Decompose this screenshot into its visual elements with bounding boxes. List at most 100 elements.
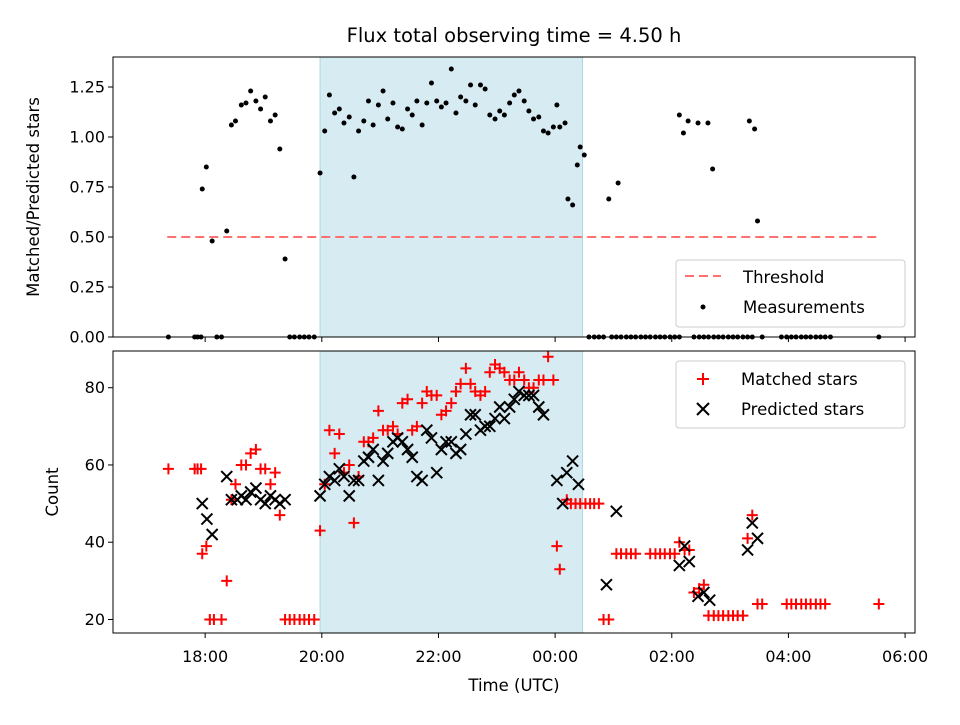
measurement-point xyxy=(332,110,338,116)
matched-star-point xyxy=(416,397,428,409)
predicted-star-point xyxy=(239,493,253,506)
predicted-star-point xyxy=(469,408,482,421)
measurement-point xyxy=(487,112,493,118)
measurement-point xyxy=(458,94,464,100)
x-axis-label: Time (UTC) xyxy=(467,676,559,695)
measurement-point xyxy=(243,100,249,106)
top-axes-frame xyxy=(112,56,916,338)
measurement-point xyxy=(472,102,478,108)
measurement-point xyxy=(746,118,752,124)
predicted-star-point xyxy=(343,489,356,503)
matched-star-point xyxy=(873,598,885,610)
predicted-star-point xyxy=(205,528,219,541)
chart-title: Flux total observing time = 4.50 h xyxy=(347,24,682,47)
predicted-star-point xyxy=(600,578,613,591)
predicted-star-point xyxy=(522,389,536,402)
predicted-star-point xyxy=(406,451,419,464)
measurement-point xyxy=(365,98,371,104)
matched-star-point xyxy=(229,478,241,490)
bottom-axes-frame xyxy=(112,350,916,634)
measurement-point xyxy=(526,108,532,114)
predicted-star-point xyxy=(278,493,292,506)
matched-star-point xyxy=(250,444,262,456)
measurement-point xyxy=(414,98,420,104)
y-tick-label: 0.00 xyxy=(69,328,105,347)
y-tick-label: 60 xyxy=(85,455,105,474)
matched-star-point xyxy=(450,386,462,398)
bottom-y-ticks: 20 40 60 80 xyxy=(85,378,113,629)
matched-star-point xyxy=(195,463,207,475)
matched-star-point xyxy=(746,509,758,521)
matched-star-point xyxy=(819,598,831,610)
predicted-star-point xyxy=(200,512,214,526)
predicted-star-point xyxy=(381,447,394,460)
measurement-point xyxy=(581,152,587,158)
predicted-star-point xyxy=(249,481,263,495)
top-legend-box xyxy=(675,259,906,328)
predicted-star-point xyxy=(313,489,327,503)
matched-star-point xyxy=(479,386,491,398)
measurement-point xyxy=(322,128,328,134)
measurement-point xyxy=(405,106,411,112)
measurement-point xyxy=(536,114,542,120)
predicted-star-point xyxy=(537,408,550,421)
predicted-star-point xyxy=(493,400,506,414)
top-y-axis-label: Matched/Predicted stars xyxy=(24,97,43,297)
predicted-star-point xyxy=(566,454,579,468)
matched-star-point xyxy=(603,613,615,625)
y-tick-label: 0.75 xyxy=(69,178,105,197)
predicted-star-point xyxy=(196,497,209,510)
predicted-star-point xyxy=(459,427,473,441)
predicted-star-point xyxy=(435,443,448,456)
measurement-point xyxy=(752,126,758,132)
measurement-point xyxy=(346,114,352,120)
predicted-star-point xyxy=(751,532,764,545)
matched-star-point xyxy=(593,498,605,510)
matched-star-point xyxy=(333,428,345,440)
measurement-point xyxy=(248,88,254,94)
measurement-point xyxy=(434,98,440,104)
x-tick-label: 20:00 xyxy=(299,647,345,666)
matched-star-point xyxy=(162,463,174,475)
measurement-point xyxy=(550,124,556,130)
measurement-point xyxy=(262,94,268,100)
measurement-point xyxy=(424,100,430,106)
measurement-point xyxy=(705,120,711,126)
measurement-point xyxy=(232,118,238,124)
measurement-point xyxy=(606,196,612,202)
matched-star-point xyxy=(669,548,681,560)
matched-star-point xyxy=(372,405,384,417)
matched-star-point xyxy=(259,463,271,475)
predicted-star-point xyxy=(362,451,375,464)
predicted-star-point xyxy=(498,412,511,425)
y-tick-label: 40 xyxy=(85,533,105,552)
y-tick-label: 1.25 xyxy=(69,78,105,97)
matched-star-point xyxy=(460,362,472,374)
top-y-ticks: 0.00 0.25 0.50 0.75 1.00 1.25 xyxy=(69,78,113,347)
matched-star-point xyxy=(547,374,559,386)
predicted-star-point xyxy=(691,590,705,603)
measurement-point xyxy=(361,118,367,124)
matched-star-point xyxy=(630,548,642,560)
measurement-point xyxy=(545,130,551,136)
matched-star-point xyxy=(513,366,525,378)
predicted-star-point xyxy=(560,466,573,479)
matched-star-point xyxy=(387,420,399,432)
bottom-x-ticks: 18:00 20:00 22:00 00:00 02:00 04:00 06:00 xyxy=(182,633,928,666)
predicted-star-point xyxy=(532,400,545,414)
predicted-star-point xyxy=(517,389,531,402)
matched-star-point xyxy=(465,378,477,390)
measurement-point xyxy=(755,218,761,224)
predicted-star-point xyxy=(225,493,238,506)
predicted-star-point xyxy=(396,435,409,448)
measurement-point xyxy=(685,118,691,124)
matched-star-point xyxy=(264,478,276,490)
measurement-point xyxy=(497,108,503,114)
matched-star-point xyxy=(308,613,320,625)
matched-star-point xyxy=(554,563,566,575)
predicted-star-point xyxy=(503,400,516,414)
bottom-shaded-span xyxy=(319,350,584,634)
y-tick-label: 0.50 xyxy=(69,228,105,247)
matched-star-point xyxy=(348,517,360,529)
matched-star-point xyxy=(274,509,286,521)
